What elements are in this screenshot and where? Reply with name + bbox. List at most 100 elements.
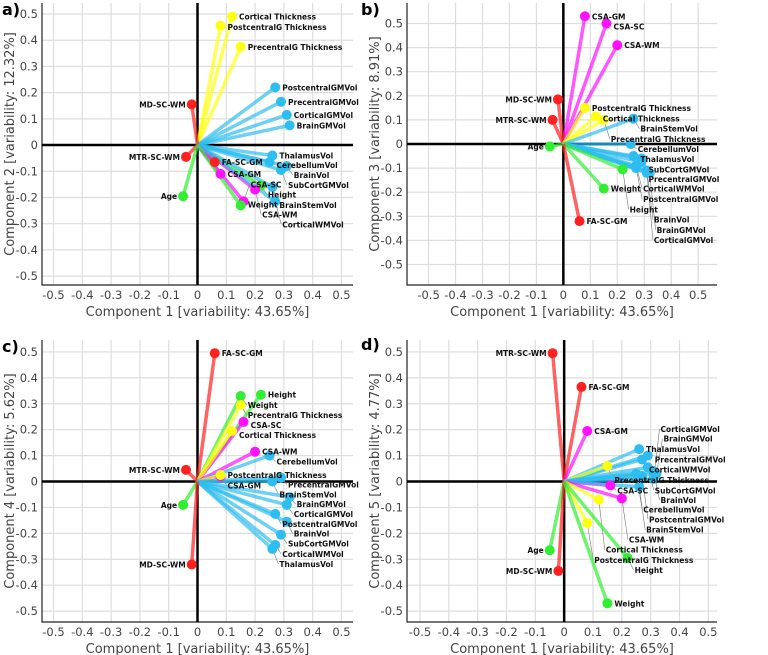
point-label: BrainVol [661, 496, 697, 505]
loading-point [617, 164, 628, 175]
x-tick-label: 0.1 [584, 625, 602, 639]
point-label: Age [161, 192, 177, 201]
y-tick-label: -0.1 [16, 500, 38, 514]
loading-vector [195, 25, 223, 146]
loading-vector [563, 479, 623, 501]
point-label: CerebellumVol [276, 161, 337, 170]
panel-label: a) [2, 0, 20, 19]
point-label: SubCortGMVol [288, 181, 349, 190]
point-label: PrecentralG Thickness [248, 411, 343, 420]
y-tick-label: 0 [396, 137, 403, 151]
y-tick-label: -0.1 [16, 164, 38, 178]
loading-point [276, 472, 287, 483]
y-tick-label: -0.5 [16, 269, 38, 283]
loading-vector [196, 480, 282, 537]
loading-point [616, 493, 627, 504]
loading-vector [196, 143, 277, 203]
loading-point [250, 184, 261, 195]
loading-point [264, 450, 275, 461]
point-label: Cortical Thickness [606, 546, 684, 555]
point-label: PostcentralGMVol [643, 195, 718, 204]
point-label: CSA-WM [629, 535, 664, 544]
loading-point [637, 454, 648, 465]
loading-point [180, 464, 191, 475]
loading-vector [196, 113, 288, 147]
point-label: CorticalGMVol [294, 510, 353, 519]
point-label: MTR-SC-WM [496, 116, 547, 125]
point-label: BrainGMVol [297, 500, 346, 509]
point-label: CSA-WM [262, 211, 297, 220]
label-leader-line [635, 168, 643, 200]
loading-point [235, 400, 246, 411]
loading-point [634, 444, 645, 455]
y-tick-label: 0 [31, 475, 38, 489]
loading-point [622, 552, 633, 563]
x-tick-label: 0.1 [581, 288, 599, 302]
y-tick-label: 0.1 [20, 112, 38, 126]
y-axis-label: Component 5 [variability: 4.77%] [368, 373, 383, 588]
x-tick-label: 0 [194, 625, 201, 639]
loading-point [235, 41, 246, 52]
point-label: CerebellumVol [643, 506, 704, 515]
loading-point [631, 163, 642, 174]
x-tick-label: -0.1 [524, 625, 546, 639]
point-label: CSA-GM [592, 12, 626, 21]
y-tick-label: -0.4 [16, 243, 38, 257]
x-tick-label: 0.3 [275, 625, 293, 639]
x-tick-label: 0.1 [217, 625, 235, 639]
loading-point [276, 96, 287, 107]
loading-point [235, 200, 246, 211]
point-label: PrecentralGMVol [655, 456, 726, 465]
loading-point [227, 425, 238, 436]
loading-vector [550, 353, 566, 482]
y-tick-label: -0.2 [16, 526, 38, 540]
loading-point [602, 460, 613, 471]
y-tick-label: 0.5 [385, 16, 403, 30]
point-label: CSA-WM [624, 41, 659, 50]
x-tick-label: -0.3 [100, 625, 122, 639]
y-tick-label: -0.2 [381, 185, 403, 199]
y-tick-label: 0.4 [385, 371, 403, 385]
point-label: Cortical Thickness [239, 431, 317, 440]
panel-label: b) [361, 0, 380, 19]
loading-point [601, 18, 612, 29]
loading-point [186, 559, 197, 570]
y-axis-label: Component 3 [variability: 8.91%] [368, 36, 383, 251]
point-label: Height [268, 191, 297, 200]
loading-point [186, 99, 197, 110]
point-label: ThalamusVol [279, 152, 333, 161]
loading-point [553, 565, 564, 576]
x-tick-label: 0.2 [246, 288, 264, 302]
loading-vector [196, 429, 234, 483]
x-tick-label: -0.1 [525, 288, 547, 302]
y-tick-label: -0.3 [381, 552, 403, 566]
y-tick-label: 0.4 [20, 371, 38, 385]
point-label: CSA-SC [613, 22, 644, 31]
y-tick-label: -0.5 [381, 258, 403, 272]
y-axis-label: Component 2 [variability: 12.32%] [3, 32, 18, 256]
point-label: CorticalWMVol [649, 465, 710, 474]
x-tick-label: -0.4 [438, 625, 460, 639]
y-tick-label: -0.1 [381, 500, 403, 514]
point-label: FA-SC-GM [588, 383, 629, 392]
x-tick-label: 0.5 [699, 625, 717, 639]
loading-point [235, 390, 246, 401]
x-tick-label: 0.4 [670, 625, 688, 639]
point-label: FA-SC-GM [222, 158, 263, 167]
panel-c: -0.5 -0.4 -0.3 -0.2 -0.1 0 0.1 0.2 0.3 0.4 0.5 0.5 0… [2, 337, 359, 655]
loading-vector [562, 386, 584, 482]
point-label: PrecentralG Thickness [611, 135, 706, 144]
point-label: Cortical Thickness [603, 114, 681, 123]
y-tick-label: 0.1 [385, 113, 403, 127]
loading-point [641, 167, 652, 178]
loading-point [648, 473, 659, 484]
y-tick-label: 0.2 [385, 89, 403, 103]
point-label: PostcentralGMVol [282, 83, 357, 92]
loading-vector [181, 144, 200, 197]
point-label: FA-SC-GM [587, 217, 628, 226]
x-tick-label: 0.2 [246, 625, 264, 639]
point-label: BrainStemVol [640, 125, 697, 134]
panel-d: -0.5 -0.4 -0.3 -0.2 -0.1 0 0.1 0.2 0.3 0.4 0.5 0.5 0… [361, 335, 726, 655]
point-label: CSA-SC [617, 486, 648, 495]
axis-frame [406, 3, 717, 286]
